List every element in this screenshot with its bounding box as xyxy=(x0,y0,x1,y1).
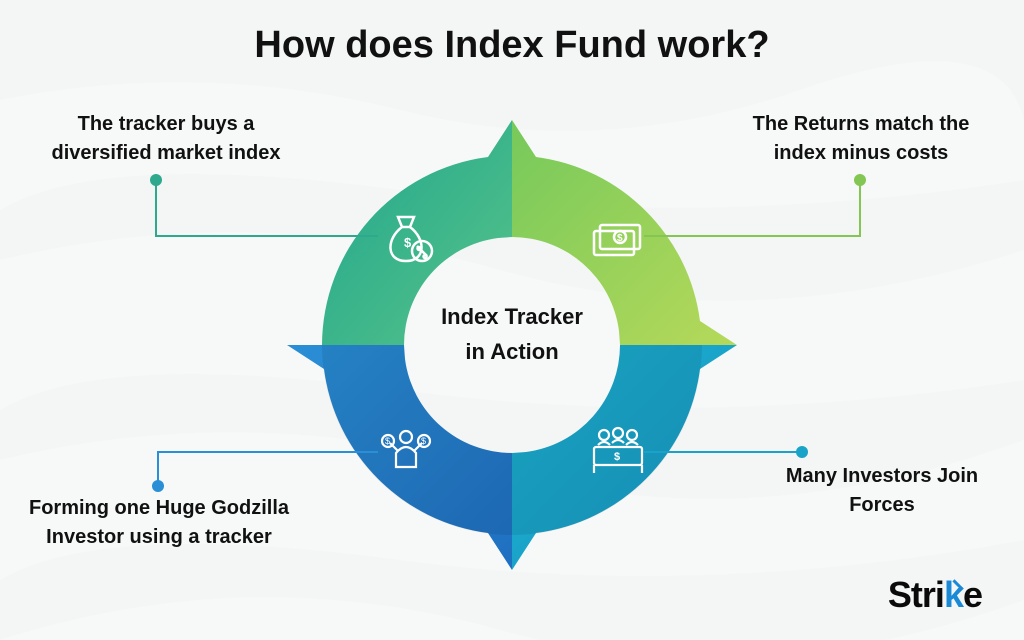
dot-bl xyxy=(152,480,164,492)
brand-k: k xyxy=(944,574,963,616)
center-label-line1: Index Tracker xyxy=(441,299,583,334)
brand-logo: Strike xyxy=(888,574,982,616)
svg-text:$: $ xyxy=(421,436,426,446)
callout-bottom-left: Forming one Huge Godzilla Investor using… xyxy=(24,494,294,552)
center-label: Index Tracker in Action xyxy=(441,299,583,369)
callout-top-right: The Returns match the index minus costs xyxy=(736,110,986,168)
brand-post: e xyxy=(963,574,982,615)
svg-text:$: $ xyxy=(617,233,623,244)
svg-text:$: $ xyxy=(404,235,412,250)
page-title: How does Index Fund work? xyxy=(0,24,1024,67)
callout-bottom-right: Many Investors Join Forces xyxy=(782,462,982,520)
brand-pre: Stri xyxy=(888,574,944,615)
dot-tl xyxy=(150,174,162,186)
center-label-line2: in Action xyxy=(441,334,583,369)
svg-text:$: $ xyxy=(385,436,390,446)
svg-text:$: $ xyxy=(614,451,620,463)
dot-br xyxy=(796,446,808,458)
callout-top-left: The tracker buys a diversified market in… xyxy=(36,110,296,168)
dot-tr xyxy=(854,174,866,186)
